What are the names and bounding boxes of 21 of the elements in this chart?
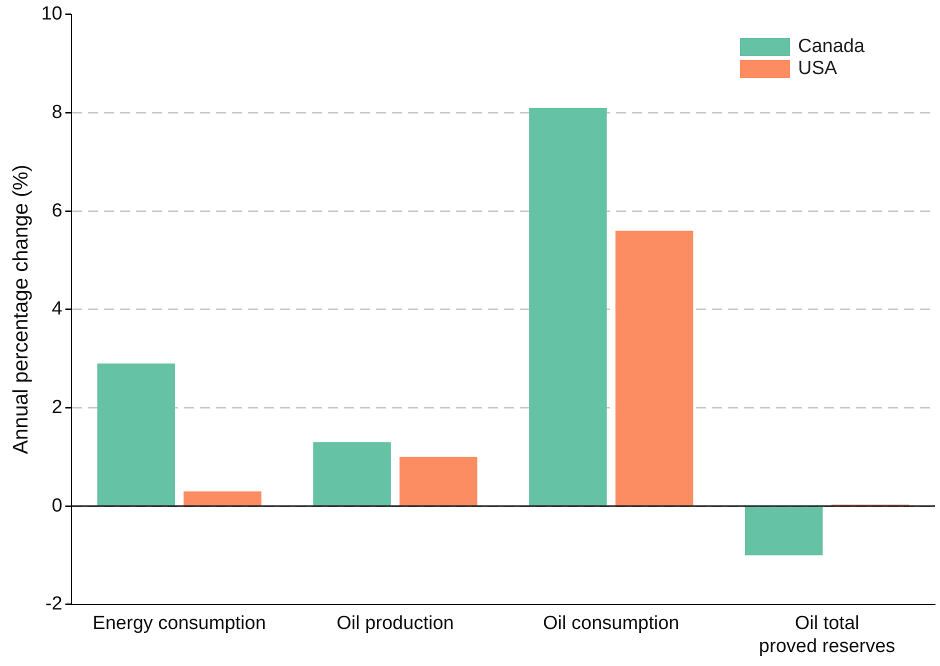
y-tick-label: 0 bbox=[52, 495, 62, 516]
y-tick-label: -2 bbox=[45, 594, 62, 615]
y-axis-title: Annual percentage change (%) bbox=[9, 164, 32, 454]
bar bbox=[184, 491, 262, 506]
bar bbox=[400, 456, 478, 506]
bar bbox=[97, 363, 175, 506]
legend-label: Canada bbox=[798, 36, 865, 58]
y-tick-label: 6 bbox=[52, 200, 62, 222]
y-tick-label: 2 bbox=[52, 396, 62, 418]
x-tick-label: Energy consumption bbox=[92, 613, 266, 634]
bar bbox=[615, 230, 694, 506]
bar bbox=[529, 108, 607, 506]
x-tick-label: Oil production bbox=[336, 613, 454, 634]
bar bbox=[744, 506, 823, 556]
bar bbox=[313, 442, 391, 506]
y-tick-label: 8 bbox=[52, 102, 62, 123]
x-tick-label: Oil total proved reserves bbox=[758, 613, 896, 657]
legend-label: USA bbox=[798, 58, 838, 80]
x-tick-label: Oil consumption bbox=[543, 613, 680, 634]
y-tick-label: 10 bbox=[41, 4, 62, 25]
y-tick-label: 4 bbox=[52, 298, 63, 320]
